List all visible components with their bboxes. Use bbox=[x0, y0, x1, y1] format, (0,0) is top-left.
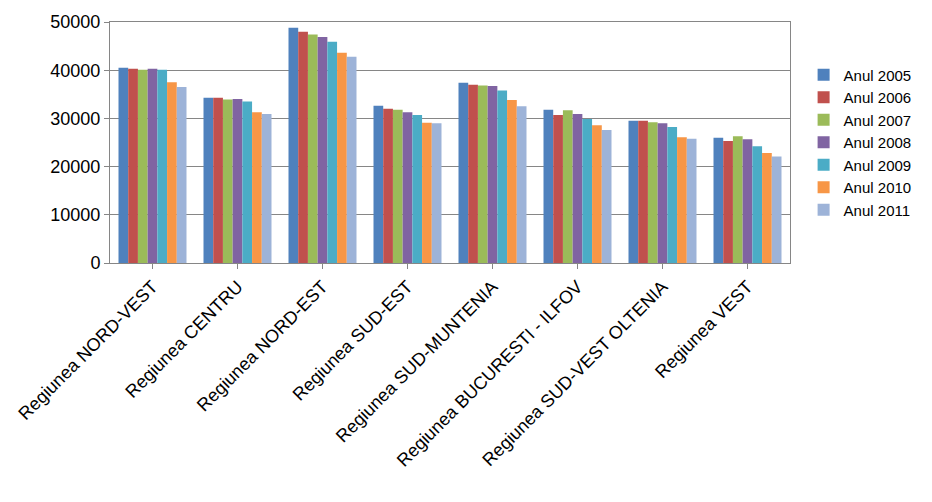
svg-text:Regiunea SUD-EST: Regiunea SUD-EST bbox=[289, 277, 417, 405]
svg-text:30000: 30000 bbox=[50, 109, 100, 129]
svg-text:Anul 2011: Anul 2011 bbox=[844, 202, 910, 219]
svg-text:Anul 2005: Anul 2005 bbox=[844, 67, 912, 84]
svg-text:10000: 10000 bbox=[50, 205, 100, 225]
svg-text:40000: 40000 bbox=[50, 60, 100, 80]
svg-text:Anul 2009: Anul 2009 bbox=[844, 157, 912, 174]
svg-text:Regiunea VEST: Regiunea VEST bbox=[651, 277, 756, 382]
svg-text:Anul 2010: Anul 2010 bbox=[844, 179, 912, 196]
svg-text:Regiunea BUCURESTI - ILFOV: Regiunea BUCURESTI - ILFOV bbox=[393, 277, 587, 471]
svg-text:20000: 20000 bbox=[50, 157, 100, 177]
svg-text:Regiunea CENTRU: Regiunea CENTRU bbox=[121, 277, 246, 402]
svg-text:Regiunea SUD-MUNTENIA: Regiunea SUD-MUNTENIA bbox=[332, 277, 502, 447]
svg-text:Anul 2006: Anul 2006 bbox=[844, 89, 912, 106]
svg-text:Anul 2007: Anul 2007 bbox=[844, 112, 912, 129]
svg-text:Regiunea NORD-VEST: Regiunea NORD-VEST bbox=[15, 277, 162, 424]
svg-text:0: 0 bbox=[90, 253, 100, 273]
svg-text:Anul 2008: Anul 2008 bbox=[844, 134, 912, 151]
svg-text:50000: 50000 bbox=[50, 12, 100, 32]
svg-text:Regiunea SUD-VEST OLTENIA: Regiunea SUD-VEST OLTENIA bbox=[478, 277, 671, 470]
svg-text:Regiunea NORD-EST: Regiunea NORD-EST bbox=[193, 277, 332, 416]
